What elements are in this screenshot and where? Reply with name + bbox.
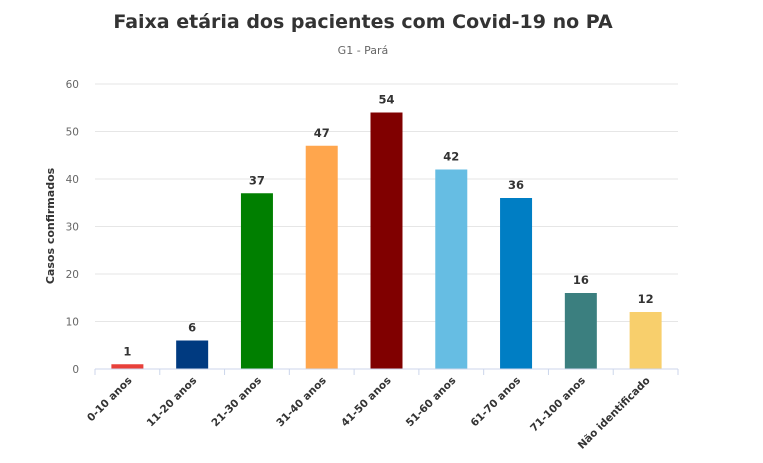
bar bbox=[564, 293, 597, 369]
x-tick-label: 11-20 anos bbox=[145, 375, 200, 430]
data-label: 1 bbox=[123, 344, 131, 358]
x-tick-label: 0-10 anos bbox=[85, 375, 134, 424]
data-label: 6 bbox=[188, 321, 196, 335]
chart-title: Faixa etária dos pacientes com Covid-19 … bbox=[113, 11, 613, 33]
x-tick-label: 21-30 anos bbox=[209, 375, 264, 430]
x-tick-label: 51-60 anos bbox=[404, 375, 459, 430]
bar bbox=[240, 193, 273, 369]
data-label: 37 bbox=[249, 173, 265, 187]
bar bbox=[370, 112, 403, 369]
y-tick-label: 0 bbox=[72, 364, 79, 376]
y-tick-label: 60 bbox=[66, 79, 79, 91]
bar bbox=[435, 169, 468, 369]
data-label: 47 bbox=[314, 126, 330, 140]
x-tick-label: Não identificado bbox=[576, 375, 653, 452]
y-tick-label: 50 bbox=[66, 127, 79, 139]
x-tick-label: 61-70 anos bbox=[469, 375, 524, 430]
x-axis-ticks: 0-10 anos 11-20 anos 21-30 anos 31-40 anos 4… bbox=[85, 369, 679, 452]
y-tick-label: 30 bbox=[66, 222, 79, 234]
y-tick-label: 40 bbox=[66, 174, 79, 186]
y-tick-label: 20 bbox=[66, 269, 79, 281]
x-tick-label: 31-40 anos bbox=[274, 375, 329, 430]
data-label: 54 bbox=[378, 93, 394, 107]
y-axis-label: Casos confirmados bbox=[44, 167, 57, 284]
chart-subtitle: G1 - Pará bbox=[338, 44, 389, 57]
data-label: 36 bbox=[508, 178, 524, 192]
bar bbox=[500, 198, 533, 369]
bar bbox=[176, 340, 209, 369]
bars bbox=[111, 112, 662, 369]
bar bbox=[111, 364, 144, 369]
x-tick-label: 41-50 anos bbox=[339, 375, 394, 430]
x-tick-label: 71-100 anos bbox=[528, 375, 588, 435]
y-tick-label: 10 bbox=[66, 317, 79, 329]
data-label: 16 bbox=[573, 273, 589, 287]
data-label: 12 bbox=[638, 292, 654, 306]
data-label: 42 bbox=[443, 150, 459, 164]
bar bbox=[305, 145, 338, 369]
y-axis-ticks: 0 10 20 30 40 50 60 bbox=[66, 79, 79, 376]
bar bbox=[629, 312, 662, 369]
